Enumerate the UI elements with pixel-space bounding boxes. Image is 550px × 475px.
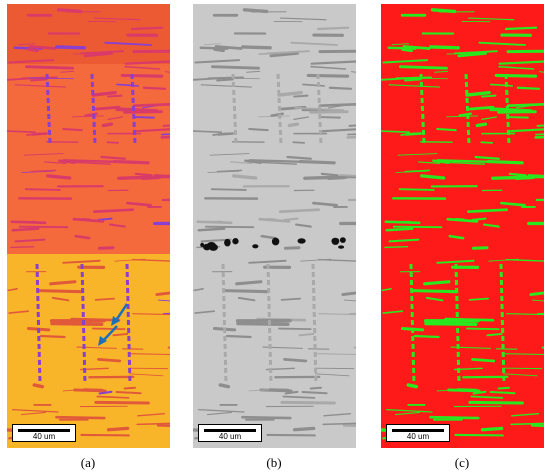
scale-bar-a: 40 um [12, 424, 76, 442]
panel-b-micrograph: 40 um [193, 4, 356, 448]
caption-a: (a) [80, 455, 96, 470]
scale-bar-line [204, 429, 256, 432]
scale-bar-label: 40 um [218, 432, 242, 441]
panel-b-lamellae [193, 8, 356, 440]
panel-b-voids [200, 237, 346, 251]
panel-c-image [381, 4, 544, 448]
panel-a-orientation-map: 40 um [7, 4, 170, 448]
panel-a-image [7, 4, 170, 448]
scale-bar-label: 40 um [406, 432, 430, 441]
panel-b-image [193, 4, 356, 448]
caption-c: (c) [454, 455, 470, 470]
scale-bar-c: 40 um [386, 424, 450, 442]
panel-c-phase-map: 40 um [381, 4, 544, 448]
scale-bar-line [18, 429, 70, 432]
scale-bar-line [392, 429, 444, 432]
scale-bar-b: 40 um [198, 424, 262, 442]
scale-bar-label: 40 um [32, 432, 56, 441]
caption-b: (b) [266, 455, 282, 470]
panel-a-arrows [98, 303, 129, 346]
panel-c-secondary-phase [381, 8, 544, 440]
